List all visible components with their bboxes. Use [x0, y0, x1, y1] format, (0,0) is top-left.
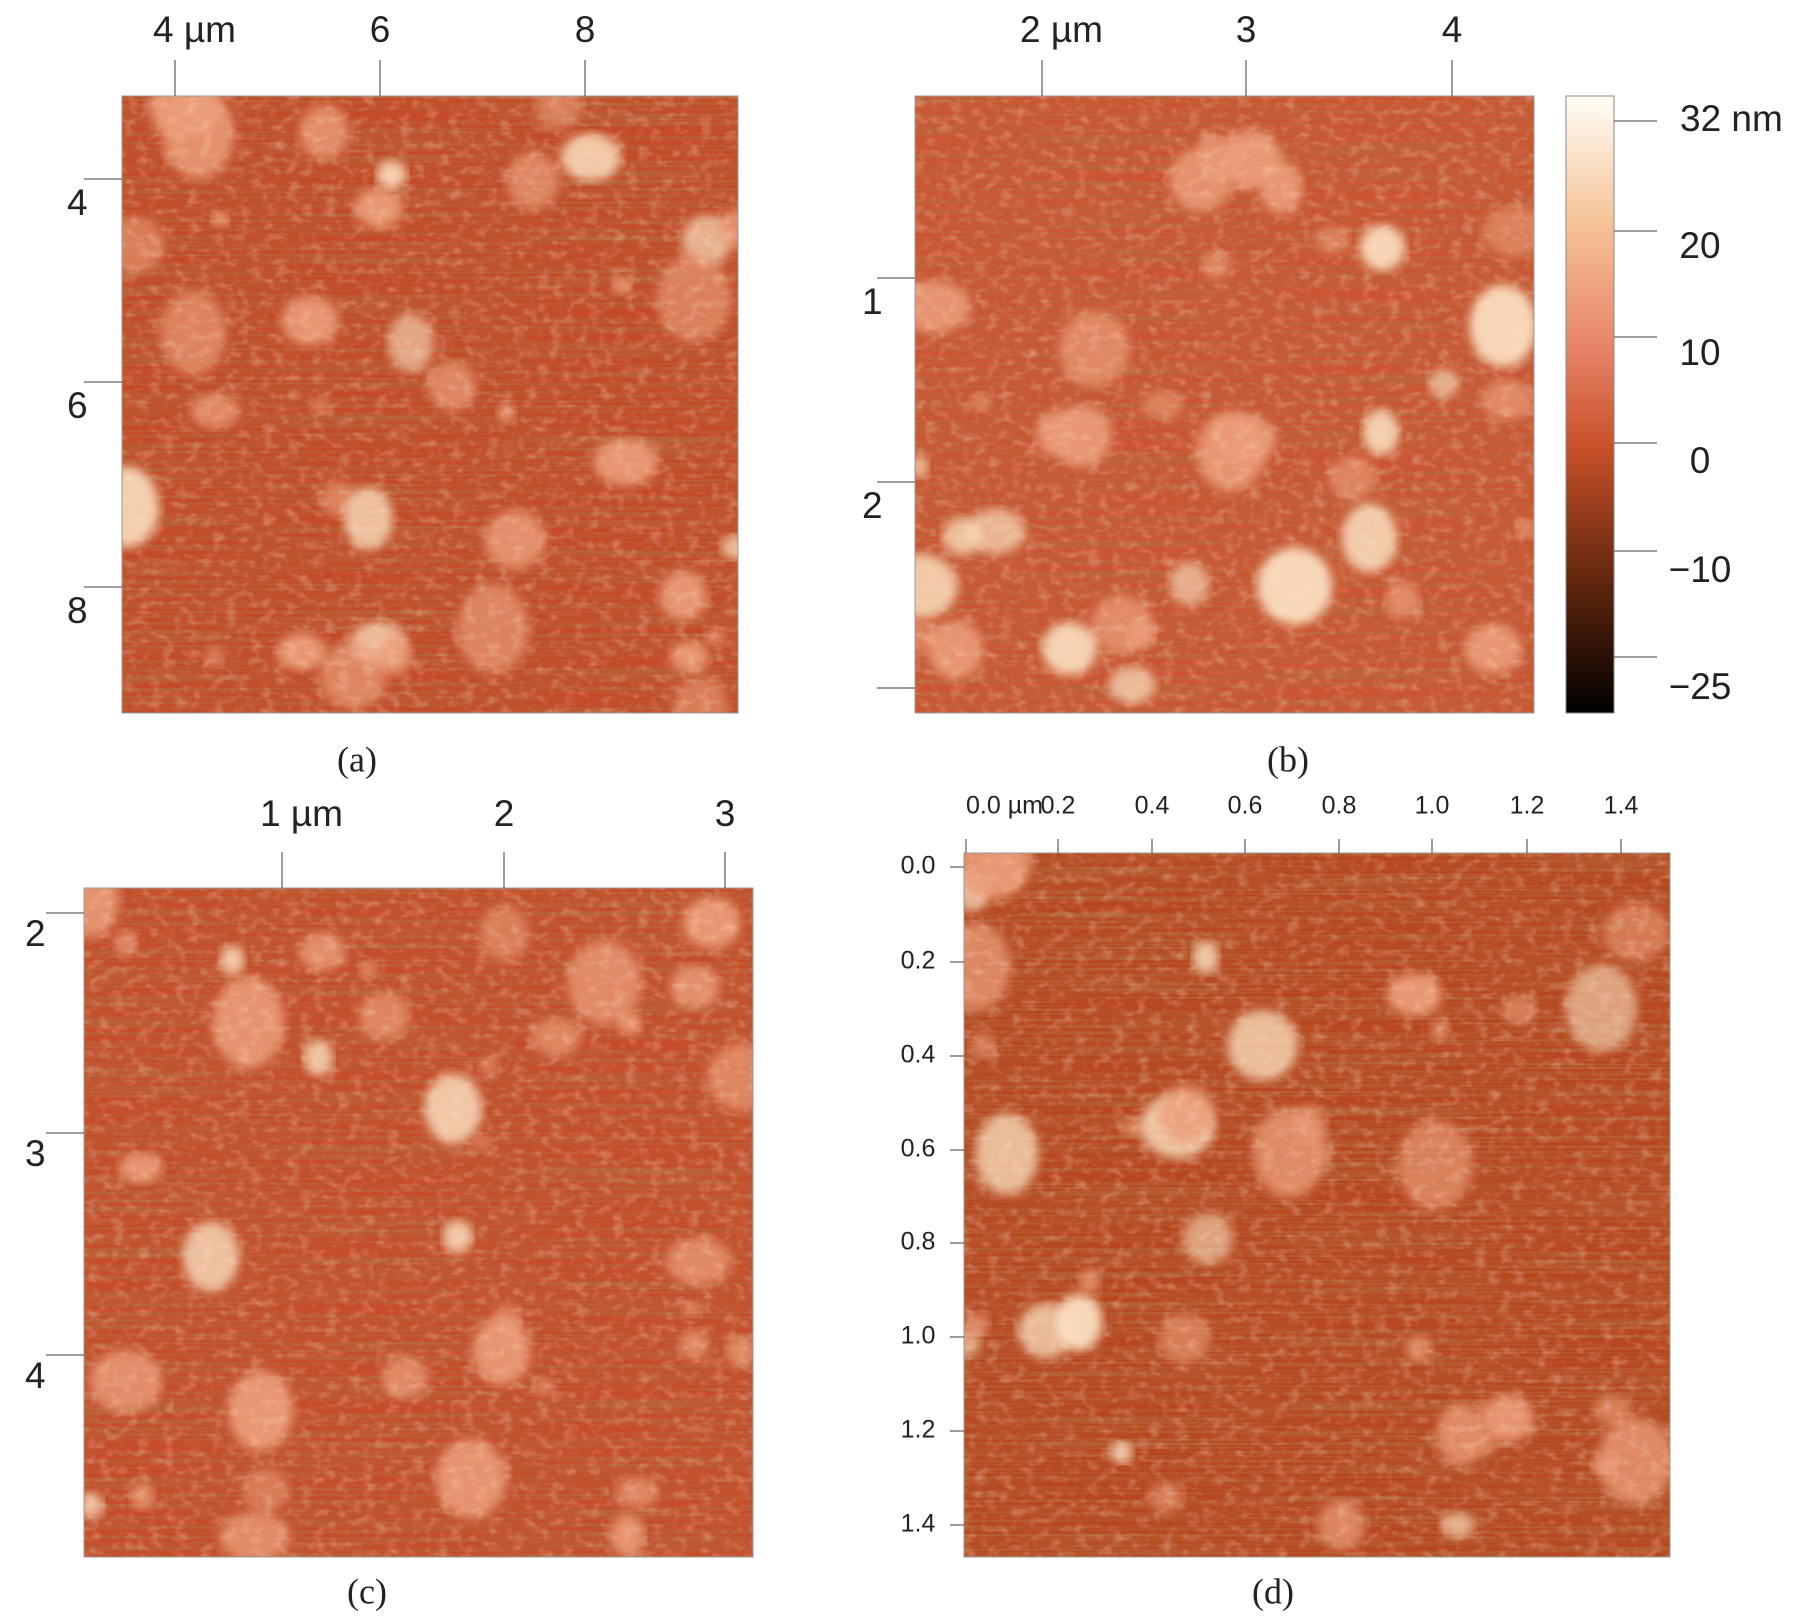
caption: (d) — [1252, 1571, 1294, 1611]
grain — [122, 96, 738, 713]
colorbar-label: −10 — [1669, 549, 1732, 590]
grain — [964, 853, 1670, 1557]
x-tick-label: 0.6 — [1228, 792, 1263, 820]
caption: (a) — [337, 739, 377, 779]
caption: (c) — [347, 1571, 387, 1611]
y-tick-label: 3 — [25, 1133, 46, 1174]
x-tick-label: 0.4 — [1135, 792, 1170, 820]
image-frame — [914, 95, 1535, 714]
x-tick-label: 0.2 — [1041, 792, 1076, 820]
x-tick-label: 4 µm — [153, 9, 236, 50]
x-tick-label: 4 — [1442, 9, 1463, 50]
x-tick-label: 0.8 — [1322, 792, 1357, 820]
grain — [84, 888, 753, 1557]
colorbar-label: 10 — [1679, 332, 1720, 373]
afm-image — [915, 96, 1534, 713]
caption: (b) — [1267, 739, 1309, 779]
image-frame — [83, 887, 754, 1558]
grain — [915, 96, 1534, 713]
x-tick-label: 6 — [370, 9, 391, 50]
x-tick-label: 1 µm — [260, 793, 343, 834]
x-tick-label: 2 — [494, 793, 515, 834]
y-tick-label: 4 — [25, 1355, 46, 1396]
colorbar — [1565, 95, 1615, 714]
colorbar-label: 20 — [1679, 225, 1720, 266]
y-tick-label: 0.4 — [901, 1041, 936, 1069]
y-tick-label: 0.8 — [901, 1228, 936, 1256]
y-tick-label: 2 — [25, 913, 46, 954]
y-tick-label: 4 — [67, 182, 88, 223]
x-tick-label: 8 — [575, 9, 596, 50]
y-tick-label: 1.0 — [901, 1322, 936, 1350]
afm-image — [84, 888, 753, 1557]
y-tick-label: 1.4 — [901, 1510, 936, 1538]
afm-image — [122, 96, 738, 713]
y-tick-label: 0.0 — [901, 852, 936, 880]
x-tick-label: 1.0 — [1415, 792, 1450, 820]
colorbar-label: 0 — [1690, 440, 1711, 481]
colorbar-label: −25 — [1669, 666, 1732, 707]
colorbar-label: 32 nm — [1680, 98, 1783, 139]
x-tick-label: 2 µm — [1020, 9, 1103, 50]
image-frame — [963, 852, 1671, 1558]
y-tick-label: 2 — [862, 485, 883, 526]
x-tick-label: 1.2 — [1510, 792, 1545, 820]
x-tick-label: 1.4 — [1604, 792, 1639, 820]
y-tick-label: 1.2 — [901, 1416, 936, 1444]
afm-image — [964, 853, 1670, 1557]
y-tick-label: 6 — [67, 385, 88, 426]
y-tick-label: 0.2 — [901, 947, 936, 975]
image-frame — [121, 95, 739, 714]
y-tick-label: 1 — [862, 281, 883, 322]
y-tick-label: 8 — [67, 590, 88, 631]
x-tick-label: 0.0 µm — [966, 792, 1043, 820]
x-tick-label: 3 — [1236, 9, 1257, 50]
y-tick-label: 0.6 — [901, 1135, 936, 1163]
x-tick-label: 3 — [715, 793, 736, 834]
